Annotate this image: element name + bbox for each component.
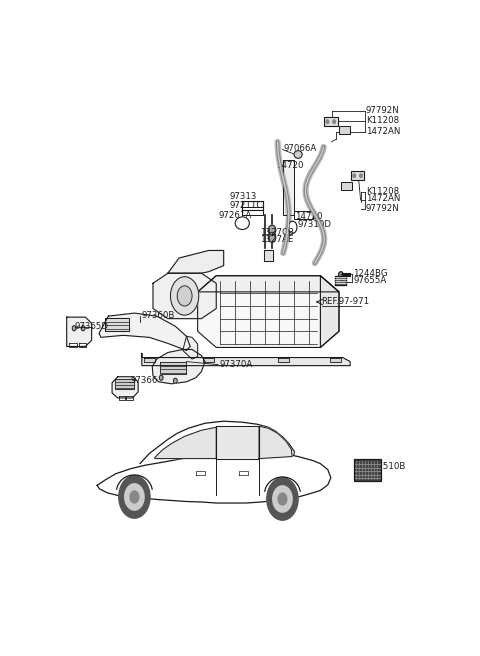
- Text: 1472AN: 1472AN: [366, 194, 400, 203]
- Text: 97360B: 97360B: [141, 311, 174, 319]
- Circle shape: [267, 478, 298, 520]
- Ellipse shape: [294, 151, 302, 158]
- Text: K11208: K11208: [366, 187, 399, 196]
- Polygon shape: [283, 159, 294, 215]
- Polygon shape: [264, 251, 273, 260]
- Text: REF.97-971: REF.97-971: [322, 297, 370, 306]
- Circle shape: [72, 326, 76, 331]
- Polygon shape: [152, 350, 205, 384]
- Polygon shape: [153, 273, 216, 319]
- Polygon shape: [168, 251, 224, 273]
- Text: 1327CB: 1327CB: [260, 228, 294, 237]
- Text: 97792N: 97792N: [366, 203, 399, 213]
- Polygon shape: [155, 427, 216, 459]
- Circle shape: [353, 174, 356, 178]
- Text: 97792N: 97792N: [366, 106, 399, 115]
- Circle shape: [278, 493, 287, 505]
- FancyBboxPatch shape: [324, 117, 337, 126]
- Circle shape: [173, 379, 177, 383]
- Circle shape: [326, 120, 329, 123]
- Polygon shape: [69, 343, 77, 348]
- Polygon shape: [115, 379, 133, 390]
- FancyBboxPatch shape: [339, 126, 350, 134]
- Circle shape: [125, 484, 144, 510]
- Circle shape: [360, 174, 362, 178]
- Circle shape: [288, 221, 297, 234]
- Circle shape: [338, 272, 343, 277]
- Text: 14720: 14720: [276, 161, 304, 170]
- Circle shape: [177, 286, 192, 306]
- Polygon shape: [67, 317, 92, 346]
- Polygon shape: [242, 201, 263, 210]
- Polygon shape: [198, 276, 339, 292]
- Circle shape: [268, 232, 276, 242]
- Polygon shape: [160, 361, 186, 374]
- Polygon shape: [144, 358, 155, 361]
- Circle shape: [81, 326, 85, 331]
- Polygon shape: [277, 358, 289, 361]
- Circle shape: [159, 375, 163, 380]
- Text: 1327AE: 1327AE: [260, 235, 293, 244]
- Text: 1244BG: 1244BG: [353, 269, 388, 277]
- Circle shape: [333, 120, 336, 123]
- Polygon shape: [198, 276, 339, 348]
- Circle shape: [170, 277, 199, 315]
- Polygon shape: [142, 354, 350, 365]
- Polygon shape: [203, 358, 215, 361]
- Text: 97365D: 97365D: [75, 321, 109, 331]
- Text: 97370A: 97370A: [219, 359, 252, 369]
- Polygon shape: [140, 421, 294, 464]
- Text: K11208: K11208: [366, 116, 399, 125]
- Polygon shape: [294, 211, 313, 219]
- Polygon shape: [242, 207, 263, 215]
- Polygon shape: [79, 343, 86, 348]
- FancyBboxPatch shape: [351, 171, 364, 180]
- Text: 97310D: 97310D: [297, 220, 331, 229]
- Polygon shape: [216, 426, 259, 459]
- Polygon shape: [259, 426, 292, 459]
- Polygon shape: [321, 276, 339, 348]
- Polygon shape: [239, 471, 248, 475]
- Circle shape: [268, 225, 276, 236]
- Circle shape: [273, 486, 292, 512]
- Polygon shape: [330, 358, 341, 361]
- Polygon shape: [335, 276, 347, 285]
- Text: 1472AN: 1472AN: [366, 127, 400, 136]
- Polygon shape: [126, 396, 132, 400]
- Polygon shape: [97, 451, 331, 503]
- Text: 14720: 14720: [295, 212, 323, 220]
- Polygon shape: [196, 471, 205, 475]
- Text: 97261A: 97261A: [218, 211, 252, 220]
- FancyBboxPatch shape: [341, 182, 352, 190]
- Ellipse shape: [235, 217, 249, 230]
- Polygon shape: [119, 396, 125, 400]
- Circle shape: [130, 491, 139, 503]
- Polygon shape: [99, 313, 190, 350]
- Text: 97366: 97366: [131, 377, 158, 385]
- Text: 97510B: 97510B: [372, 462, 406, 471]
- Circle shape: [119, 476, 150, 518]
- Text: 97066A: 97066A: [283, 144, 316, 153]
- Polygon shape: [183, 337, 198, 359]
- Text: 97655A: 97655A: [353, 276, 386, 285]
- Polygon shape: [105, 318, 129, 331]
- Text: 97211C: 97211C: [229, 201, 263, 209]
- Polygon shape: [112, 377, 138, 398]
- FancyBboxPatch shape: [354, 459, 381, 481]
- Text: 97313: 97313: [229, 192, 257, 201]
